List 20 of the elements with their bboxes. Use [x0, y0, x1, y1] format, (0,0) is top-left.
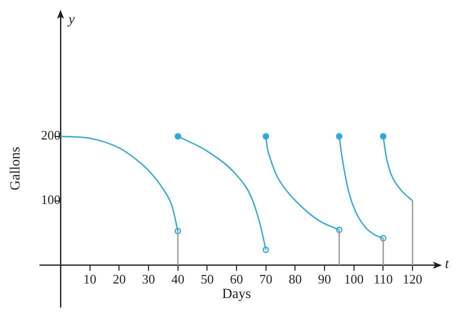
text: t	[445, 256, 450, 272]
point	[336, 133, 342, 140]
x-tick-label: 120	[402, 272, 422, 287]
y-axis-title: Gallons	[8, 146, 24, 190]
y-tick-label: 200	[41, 128, 61, 143]
x-tick-label: 70	[259, 272, 272, 287]
point	[262, 133, 270, 140]
x-axis-title: Days	[222, 286, 251, 302]
x-tick-label: 80	[288, 272, 302, 287]
point	[174, 133, 182, 140]
x-tick-label: 110	[374, 272, 393, 287]
annotation: y	[66, 12, 76, 28]
x-tick-label: 50	[200, 272, 214, 287]
x-tick-label: 40	[171, 272, 184, 287]
x-tick-label: 20	[112, 272, 126, 287]
x-tick-label: 10	[83, 272, 96, 287]
x-tick-label: 90	[318, 272, 332, 287]
x-tick-label: 30	[142, 272, 156, 287]
x-tick-label: 60	[230, 272, 244, 287]
x-tick-label: 100	[344, 272, 364, 287]
